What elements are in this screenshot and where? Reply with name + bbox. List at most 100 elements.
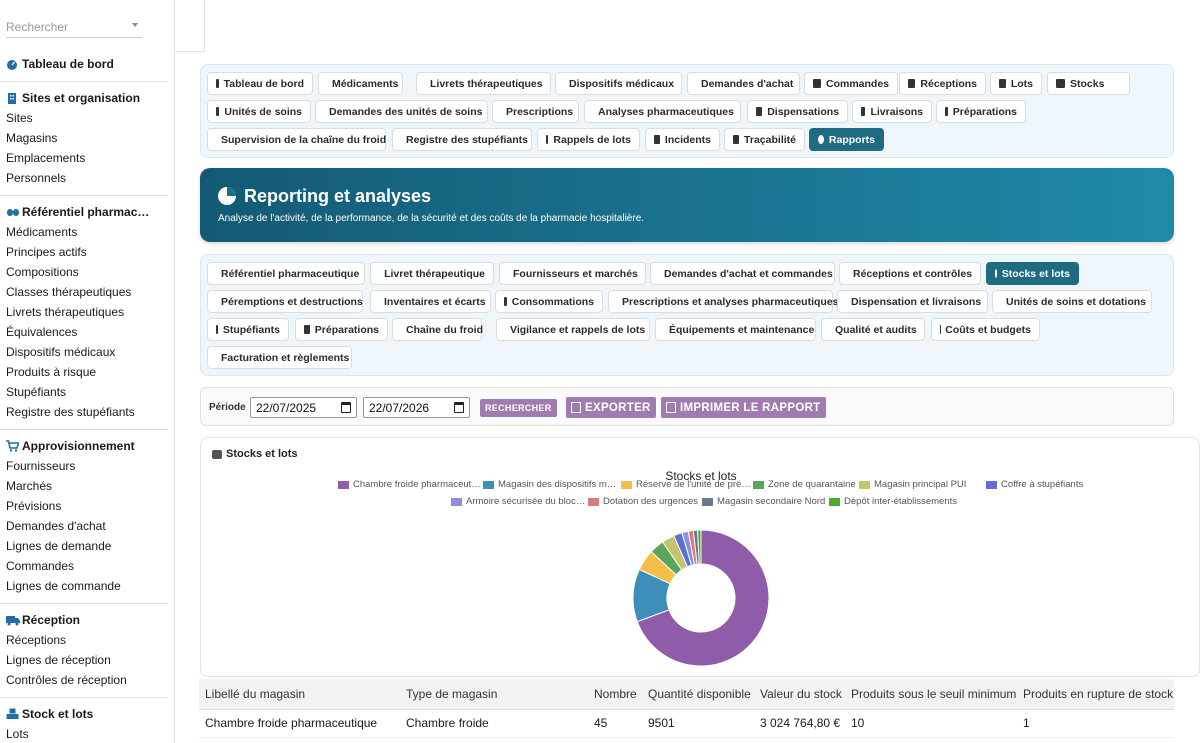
tab-tracabilite[interactable]: Traçabilité (724, 128, 805, 151)
tab-unites-de-soins[interactable]: Unités de soins (207, 100, 311, 123)
tab-preparations[interactable]: Préparations (936, 100, 1026, 123)
tab-dispositifs-medicaux[interactable]: Dispositifs médicaux (555, 72, 682, 95)
sidebar-item-controles[interactable]: Contrôles de réception (6, 673, 127, 687)
sidebar-item-marches[interactable]: Marchés (6, 479, 53, 493)
tab-consommations[interactable]: Consommations (495, 290, 603, 313)
sidebar-item-fournisseurs[interactable]: Fournisseurs (6, 459, 76, 473)
sidebar-item-dashboard[interactable]: Tableau de bord (0, 54, 174, 74)
tab-analyses-pharmaceutiques[interactable]: Analyses pharmaceutiques (584, 100, 741, 123)
tab-unites-de-soins-et-dotations[interactable]: Unités de soins et dotations (992, 290, 1152, 313)
sidebar-item-magasins[interactable]: Magasins (6, 131, 58, 145)
tab-incidents[interactable]: Incidents (645, 128, 720, 151)
col-rupture[interactable]: Produits en rupture de stock (1017, 679, 1174, 710)
legend-item[interactable]: Chambre froide pharmaceut… (338, 479, 481, 490)
legend-item[interactable]: Magasin secondaire Nord (702, 496, 825, 507)
sidebar-item-lignes-reception[interactable]: Lignes de réception (6, 653, 111, 667)
tab-livraisons[interactable]: Livraisons (852, 100, 932, 123)
sidebar-search-select[interactable]: Rechercher (6, 18, 142, 38)
date-to-input[interactable]: 22/07/2026 (363, 397, 470, 418)
sidebar-item-previsions[interactable]: Prévisions (6, 499, 62, 513)
col-libelle[interactable]: Libellé du magasin (199, 679, 400, 710)
sidebar-item-dispositifs[interactable]: Dispositifs médicaux (6, 345, 116, 359)
tab-medicaments[interactable]: Médicaments (318, 72, 403, 95)
tab-livrets-therapeutiques[interactable]: Livrets thérapeutiques (416, 72, 551, 95)
col-valeur[interactable]: Valeur du stock (754, 679, 845, 710)
legend-item[interactable]: Magasin des dispositifs m… (483, 479, 616, 490)
sidebar-item-compositions[interactable]: Compositions (6, 265, 79, 279)
donut-slice-0[interactable] (636, 529, 770, 667)
sidebar-item-sites[interactable]: Sites (6, 111, 33, 125)
search-button[interactable]: RECHERCHER (480, 399, 557, 417)
tab-rapports[interactable]: Rapports (809, 128, 884, 151)
donut-slice-3[interactable] (650, 541, 683, 576)
donut-slice-2[interactable] (638, 550, 677, 585)
sidebar-item-stupefiants[interactable]: Stupéfiants (6, 385, 67, 399)
tab-demandes-d-achat-et-commandes[interactable]: Demandes d'achat et commandes (650, 262, 835, 285)
donut-slice-9[interactable] (697, 529, 702, 565)
tab-registre-des-stupefiants[interactable]: Registre des stupéfiants (392, 128, 532, 151)
tab-peremptions-et-destructions[interactable]: Péremptions et destructions (207, 290, 363, 313)
tab-preparations[interactable]: Préparations (295, 318, 388, 341)
donut-slice-1[interactable] (632, 568, 671, 623)
donut-slice-4[interactable] (661, 534, 689, 571)
sidebar-item-demandes-achat[interactable]: Demandes d'achat (6, 519, 106, 533)
sidebar-item-equivalences[interactable]: Équivalences (6, 325, 78, 339)
tab-tableau-de-bord[interactable]: Tableau de bord (207, 72, 313, 95)
sidebar-item-lots[interactable]: Lots (6, 727, 29, 741)
legend-item[interactable]: Magasin principal PUI (859, 479, 966, 490)
legend-item[interactable]: Armoire sécurisée du bloc… (451, 496, 585, 507)
sidebar-item-registre[interactable]: Registre des stupéfiants (6, 405, 135, 419)
calendar-icon[interactable] (341, 402, 351, 413)
sidebar-item-lignes-demande[interactable]: Lignes de demande (6, 539, 112, 553)
tab-demandes-d-achat[interactable]: Demandes d'achat (687, 72, 800, 95)
tab-dispensation-et-livraisons[interactable]: Dispensation et livraisons (837, 290, 988, 313)
tab-prescriptions[interactable]: Prescriptions (492, 100, 579, 123)
col-type[interactable]: Type de magasin (400, 679, 588, 710)
donut-slice-5[interactable] (673, 532, 693, 568)
tab-rappels-de-lots[interactable]: Rappels de lots (537, 128, 640, 151)
print-report-button[interactable]: IMPRIMER LE RAPPORT (661, 397, 826, 418)
tab-equipements-et-maintenance[interactable]: Équipements et maintenance (655, 318, 816, 341)
tab-dispensations[interactable]: Dispensations (747, 100, 848, 123)
sidebar-section-approvisionnement[interactable]: Approvisionnement (0, 436, 174, 456)
sidebar-item-produits-risque[interactable]: Produits à risque (6, 365, 97, 379)
sidebar-section-sites[interactable]: Sites et organisation (0, 88, 174, 108)
sidebar-item-personnels[interactable]: Personnels (6, 171, 67, 185)
col-seuil[interactable]: Produits sous le seuil minimum (845, 679, 1017, 710)
tab-fournisseurs-et-marches[interactable]: Fournisseurs et marchés (499, 262, 646, 285)
sidebar-item-receptions[interactable]: Réceptions (6, 633, 67, 647)
sidebar-item-livrets[interactable]: Livrets thérapeutiques (6, 305, 125, 319)
sidebar-section-referentiel[interactable]: Référentiel pharmac… (0, 202, 174, 222)
sidebar-item-principes-actifs[interactable]: Principes actifs (6, 245, 87, 259)
tab-supervision-de-la-chaine-du-froid[interactable]: Supervision de la chaîne du froid (207, 128, 386, 151)
calendar-icon[interactable] (454, 402, 464, 413)
donut-slice-8[interactable] (692, 529, 700, 565)
tab-prescriptions-et-analyses-pharmaceutiques[interactable]: Prescriptions et analyses pharmaceutique… (608, 290, 839, 313)
donut-slice-7[interactable] (687, 529, 698, 566)
tab-commandes[interactable]: Commandes (804, 72, 898, 95)
tab-stocks[interactable]: Stocks (1047, 72, 1130, 95)
legend-item[interactable]: Dotation des urgences (588, 496, 698, 507)
sidebar-item-commandes[interactable]: Commandes (6, 559, 75, 573)
tab-chaine-du-froid[interactable]: Chaîne du froid (392, 318, 483, 341)
table-row[interactable]: Chambre froide pharmaceutique Chambre fr… (199, 709, 1174, 738)
col-nombre[interactable]: Nombre (588, 679, 642, 710)
sidebar-section-reception[interactable]: Réception (0, 610, 174, 630)
date-from-input[interactable]: 22/07/2025 (250, 397, 357, 418)
legend-item[interactable]: Réserve de l'unité de pré… (621, 479, 751, 490)
tab-lots[interactable]: Lots (990, 72, 1042, 95)
tab-stocks-et-lots[interactable]: Stocks et lots (986, 262, 1079, 285)
export-button[interactable]: EXPORTER (566, 397, 656, 418)
sidebar-section-stock[interactable]: Stock et lots (0, 704, 174, 724)
tab-referentiel-pharmaceutique[interactable]: Référentiel pharmaceutique (207, 262, 365, 285)
tab-inventaires-et-ecarts[interactable]: Inventaires et écarts (370, 290, 491, 313)
tab-receptions[interactable]: Réceptions (899, 72, 986, 95)
tab-receptions-et-controles[interactable]: Réceptions et contrôles (839, 262, 981, 285)
legend-item[interactable]: Zone de quarantaine (753, 479, 856, 490)
sidebar-item-emplacements[interactable]: Emplacements (6, 151, 86, 165)
sidebar-item-medicaments[interactable]: Médicaments (6, 225, 78, 239)
sidebar-item-classes[interactable]: Classes thérapeutiques (6, 285, 132, 299)
tab-qualite-et-audits[interactable]: Qualité et audits (821, 318, 925, 341)
legend-item[interactable]: Coffre à stupéfiants (986, 479, 1083, 490)
tab-couts-et-budgets[interactable]: Coûts et budgets (931, 318, 1040, 341)
